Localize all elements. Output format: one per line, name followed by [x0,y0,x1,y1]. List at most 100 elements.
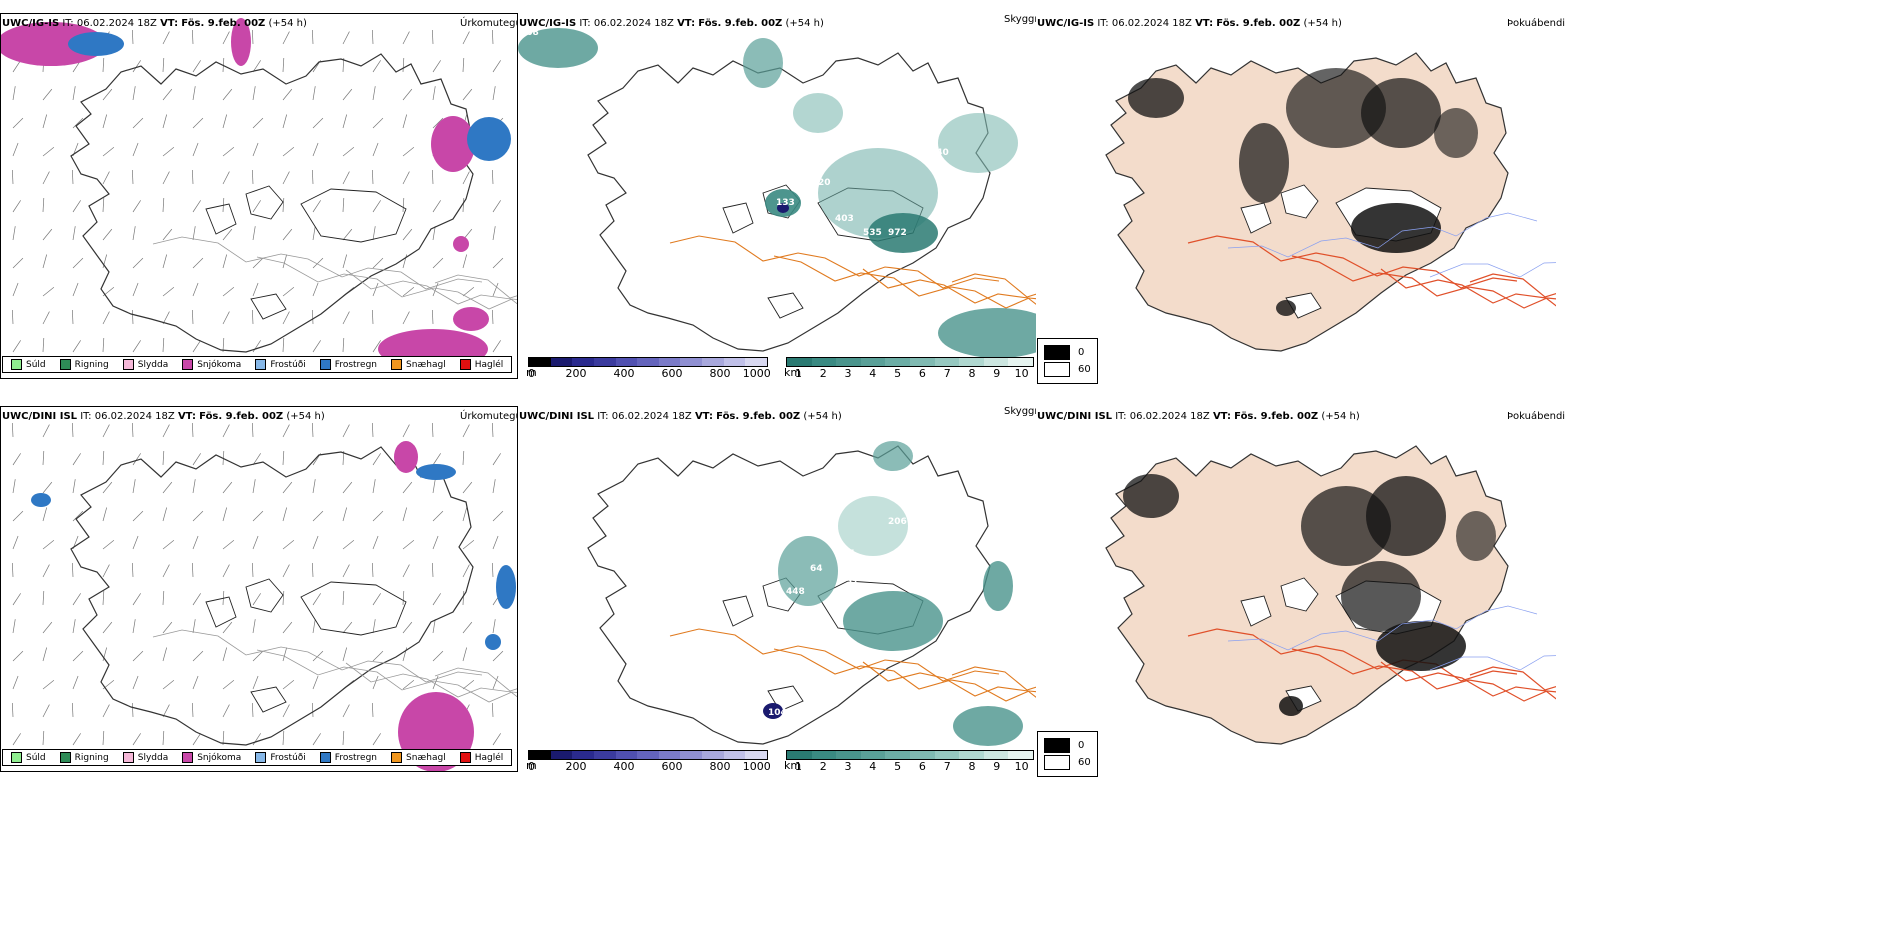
road-line [345,662,517,698]
wind-barb [342,481,353,494]
wind-barb [12,142,19,157]
colorbar-cell [860,751,886,759]
wind-barb [162,171,170,185]
wind-barb [462,591,465,606]
legend-item: Frostregn [316,752,381,763]
wind-barb [311,702,314,718]
wind-barb [132,257,144,269]
vis-bar [786,357,1034,367]
wind-barb [192,650,204,662]
vt-value: Fös. 9.feb. 00Z [716,411,801,422]
wind-barb [222,228,233,241]
glacier-outline [205,203,237,235]
model-name: UWC/IG-IS [519,18,577,29]
wind-barb [312,282,319,297]
wind-barb [102,704,110,718]
header-fog-row1: UWC/IG-IS IT: 06.02.2024 18Z VT: Fös. 9.… [1037,18,1342,29]
wind-barb [102,228,113,241]
fog-area [1351,203,1441,253]
wind-barb [42,171,50,185]
wind-barb [431,309,434,325]
visibility-area [838,496,908,556]
wind-barb [12,60,21,73]
ceiling-unit: m [526,759,537,772]
wind-barb [342,704,350,718]
glacier-outline [250,293,287,320]
colorbar-cell [615,751,638,759]
wind-barb [222,481,233,494]
river-line [1227,605,1538,651]
legend-label: Snjókoma [197,359,242,370]
wind-barb [402,507,408,522]
visibility-title-row2: Skyggni [1004,406,1044,417]
glacier-outline [1280,577,1319,612]
wind-barb [42,539,55,550]
wind-barb [432,593,441,606]
vis-ticks: 1 2 3 4 5 6 7 8 9 10 [786,760,1034,773]
wind-barb [402,31,410,45]
visibility-title-row1: Skyggni [1004,14,1044,25]
freezing-rain-area [68,32,124,56]
visibility-panel-row1: 968 6 26 133 20 403 535 972 340 [518,13,1036,379]
wind-barb [222,679,235,690]
wind-barb [132,733,141,746]
wind-barb [282,647,288,662]
wind-barb [342,564,350,578]
wind-barb [282,198,285,213]
legend-swatch [391,359,403,370]
fog-area [1434,108,1478,158]
colorbar-cell [811,751,837,759]
wind-barb [42,679,55,690]
wind-barb [311,562,314,578]
wind-barb [311,422,314,438]
wind-barb [431,29,434,45]
vt-value: Fös. 9.feb. 00Z [1216,18,1301,29]
legend-label: Snjókoma [197,752,242,763]
road-line [1291,648,1556,702]
legend-item: Rigning [56,752,113,763]
wind-barb [462,481,473,494]
wind-barb [282,338,285,353]
road-line [862,661,1036,698]
road-line [1291,255,1556,309]
wind-barb [222,114,228,129]
fog-legend-item: 0 [1044,738,1091,753]
wind-barb [251,702,254,718]
ceiling-value-label: 972 [888,228,907,238]
colorbar-tick: 10 [1014,367,1029,380]
wind-barb [432,619,436,634]
road-line [773,648,1036,702]
colorbar-cell [860,358,886,366]
glacier-outline [722,202,754,234]
legend-swatch [59,359,71,370]
fog-area [1341,561,1421,631]
wind-barb [402,58,405,73]
wind-barb [282,564,290,578]
wind-barb [252,200,261,213]
wind-barb [192,733,201,746]
wind-barb [372,650,384,662]
wind-barb [12,257,24,269]
wind-barb [131,562,134,578]
wind-barb [72,117,84,129]
wind-barb [312,510,324,522]
model-name: UWC/DINI ISL [1037,411,1113,422]
wind-barb [162,451,165,466]
legend-label: Frostúði [270,752,306,763]
wind-barb [222,88,233,101]
wind-barb [102,171,110,185]
it-value: 06.02.2024 18Z [76,18,157,29]
fog-legend-swatch [1044,755,1070,770]
wind-barb [402,114,408,129]
wind-barb [372,340,381,353]
freezing-rain-area [31,493,51,507]
colorbar-tick: 8 [968,367,976,380]
wind-barb [492,619,496,634]
vis-unit: km [784,759,802,772]
colorbar-tick: 8 [968,760,976,773]
wind-barb [492,257,504,269]
wind-barb [42,591,45,606]
ceiling-value-label: 403 [835,214,854,224]
wind-barb [431,169,434,185]
wind-barb [102,731,105,746]
